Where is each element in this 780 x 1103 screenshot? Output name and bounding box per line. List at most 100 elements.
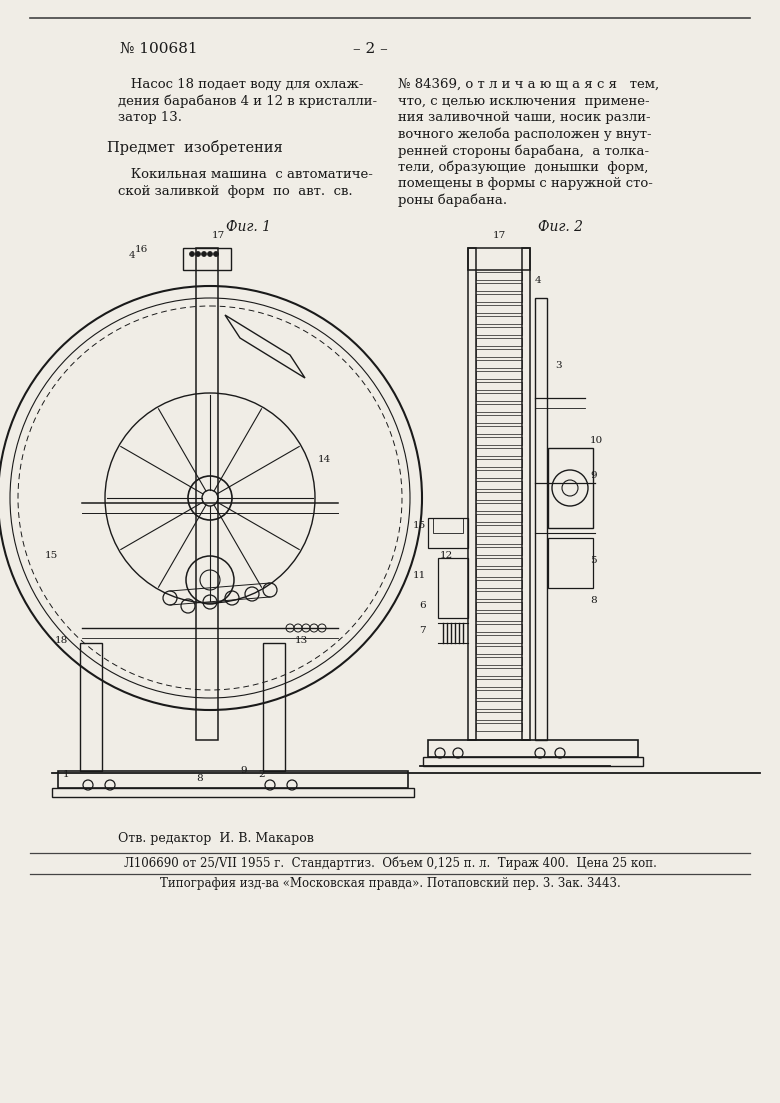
Text: Отв. редактор  И. В. Макаров: Отв. редактор И. В. Макаров: [118, 832, 314, 845]
Text: помещены в формы с наружной сто-: помещены в формы с наружной сто-: [398, 176, 653, 190]
Text: 7: 7: [420, 627, 426, 635]
Text: 9: 9: [240, 765, 246, 775]
Text: 4: 4: [535, 276, 541, 285]
Text: тели, образующие  донышки  форм,: тели, образующие донышки форм,: [398, 161, 648, 174]
Bar: [183, 248, 231, 270]
Bar: [476, 470, 522, 478]
Text: Л106690 от 25/VII 1955 г.  Стандартгиз.  Объем 0,125 п. л.  Тираж 400.  Цена 25 : Л106690 от 25/VII 1955 г. Стандартгиз. О…: [123, 856, 657, 869]
Text: 8: 8: [590, 596, 597, 606]
Bar: [476, 591, 522, 599]
Text: 4: 4: [129, 251, 135, 260]
Bar: [476, 657, 522, 665]
Text: 11: 11: [413, 571, 426, 580]
Bar: [263, 643, 285, 771]
Text: вочного желоба расположен у внут-: вочного желоба расположен у внут-: [398, 128, 651, 141]
Bar: [476, 536, 522, 544]
Text: № 84369, о т л и ч а ю щ а я с я   тем,: № 84369, о т л и ч а ю щ а я с я тем,: [398, 78, 659, 92]
Text: что, с целью исключения  примене-: что, с целью исключения примене-: [398, 95, 650, 107]
Bar: [476, 635, 522, 643]
Text: 9: 9: [590, 471, 597, 480]
Bar: [476, 283, 522, 291]
Text: ренней стороны барабана,  а толка-: ренней стороны барабана, а толка-: [398, 144, 649, 158]
Circle shape: [196, 251, 200, 257]
Bar: [476, 679, 522, 687]
Bar: [468, 248, 530, 270]
Bar: [428, 740, 638, 757]
Bar: [196, 248, 218, 740]
Text: дения барабанов 4 и 12 в кристалли-: дения барабанов 4 и 12 в кристалли-: [118, 95, 377, 108]
Bar: [476, 349, 522, 357]
Bar: [476, 326, 522, 335]
Bar: [476, 481, 522, 489]
Circle shape: [190, 251, 194, 257]
Bar: [476, 492, 522, 500]
Text: 15: 15: [413, 521, 426, 531]
Bar: [476, 646, 522, 654]
Bar: [476, 437, 522, 445]
Bar: [476, 315, 522, 324]
Text: 2: 2: [258, 770, 264, 779]
Bar: [433, 518, 463, 533]
Text: Фиг. 2: Фиг. 2: [537, 219, 583, 234]
Bar: [476, 514, 522, 522]
Text: 5: 5: [590, 556, 597, 565]
Text: Кокильная машина  с автоматиче-: Кокильная машина с автоматиче-: [118, 168, 373, 181]
Circle shape: [214, 251, 218, 257]
Text: 1: 1: [63, 770, 69, 779]
Bar: [476, 569, 522, 577]
Bar: [548, 448, 593, 528]
Bar: [52, 788, 414, 797]
Bar: [476, 393, 522, 401]
Bar: [476, 690, 522, 698]
Text: 18: 18: [55, 636, 68, 645]
Bar: [522, 248, 530, 740]
Text: 6: 6: [420, 601, 426, 610]
Bar: [535, 298, 547, 740]
Text: затор 13.: затор 13.: [118, 111, 182, 124]
Bar: [476, 404, 522, 413]
Bar: [476, 459, 522, 467]
Text: 3: 3: [555, 361, 562, 370]
Bar: [476, 338, 522, 346]
Bar: [476, 547, 522, 555]
Bar: [476, 668, 522, 676]
Bar: [476, 602, 522, 610]
Text: 10: 10: [590, 436, 603, 445]
Circle shape: [207, 251, 212, 257]
Bar: [80, 643, 102, 771]
Bar: [476, 426, 522, 433]
Text: роны барабана.: роны барабана.: [398, 193, 507, 207]
Text: 12: 12: [440, 552, 453, 560]
Bar: [476, 360, 522, 368]
Bar: [423, 757, 643, 765]
Text: № 100681: № 100681: [120, 42, 197, 56]
Bar: [58, 771, 408, 788]
Text: 17: 17: [212, 231, 225, 240]
Bar: [476, 295, 522, 302]
Bar: [476, 306, 522, 313]
Text: Типография изд-ва «Московская правда». Потаповский пер. 3. Зак. 3443.: Типография изд-ва «Московская правда». П…: [160, 877, 620, 890]
Text: 15: 15: [44, 552, 58, 560]
Bar: [476, 722, 522, 731]
Bar: [476, 702, 522, 709]
Circle shape: [201, 251, 207, 257]
Bar: [476, 580, 522, 588]
Bar: [476, 624, 522, 632]
Text: 17: 17: [492, 231, 505, 240]
Text: Фиг. 1: Фиг. 1: [225, 219, 271, 234]
Bar: [438, 558, 468, 618]
Bar: [548, 538, 593, 588]
Bar: [476, 272, 522, 280]
Bar: [476, 415, 522, 422]
Text: ской заливкой  форм  по  авт.  св.: ской заливкой форм по авт. св.: [118, 184, 353, 197]
Text: ния заливочной чаши, носик разли-: ния заливочной чаши, носик разли-: [398, 111, 651, 124]
Bar: [428, 518, 468, 548]
Text: 8: 8: [197, 774, 204, 783]
Bar: [476, 448, 522, 456]
Text: 16: 16: [135, 245, 148, 254]
Bar: [476, 713, 522, 720]
Bar: [476, 525, 522, 533]
Bar: [476, 503, 522, 511]
Text: Предмет  изобретения: Предмет изобретения: [107, 140, 283, 156]
Text: Насос 18 подает воду для охлаж-: Насос 18 подает воду для охлаж-: [118, 78, 363, 92]
